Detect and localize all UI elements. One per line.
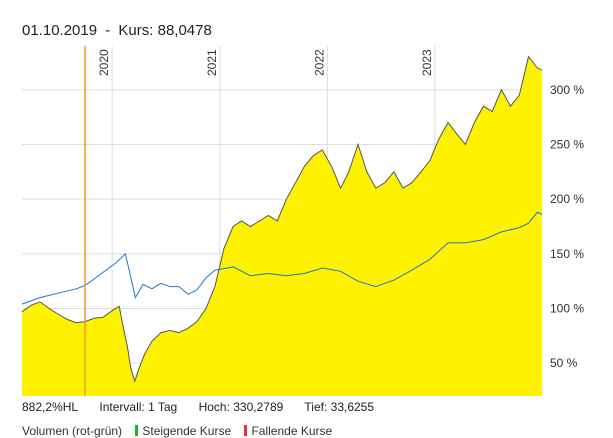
y-tick-label: 100 % xyxy=(550,302,584,316)
x-tick-label: 2020 xyxy=(97,49,111,76)
x-tick-label: 2022 xyxy=(312,49,326,76)
area-layer xyxy=(22,56,542,396)
footer-low: Tief: 33,6255 xyxy=(304,400,375,414)
y-tick-label: 50 % xyxy=(550,356,578,370)
price-line xyxy=(21,55,543,383)
x-tick-label: 2021 xyxy=(205,49,219,76)
y-tick-label: 250 % xyxy=(550,137,584,151)
footer-change: 882,2%HL xyxy=(22,400,79,414)
header-date: 01.10.2019 xyxy=(22,22,98,39)
rising-swatch xyxy=(135,425,139,436)
legend-volume: Volumen (rot-grün) xyxy=(22,424,123,438)
chart-legend: Volumen (rot-grün) Steigende Kurse Falle… xyxy=(22,424,332,438)
header-separator: - xyxy=(105,22,111,39)
header-price: Kurs: 88,0478 xyxy=(118,22,212,39)
footer-high: Hoch: 330,2789 xyxy=(198,400,284,414)
y-tick-label: 300 % xyxy=(550,83,584,97)
axis-layer: 50 % 100 % 150 % 200 % 250 % 300 % 2020 2021 202… xyxy=(97,49,584,370)
benchmark-line xyxy=(21,211,543,305)
x-tick-label: 2023 xyxy=(420,49,434,76)
price-area xyxy=(22,56,542,396)
line-layer xyxy=(21,55,543,383)
chart-header: 01.10.2019 - Kurs: 88,0478 xyxy=(22,22,212,39)
falling-swatch xyxy=(244,425,248,436)
chart-footer: 882,2%HL Intervall: 1 Tag Hoch: 330,2789… xyxy=(22,400,392,414)
y-tick-label: 150 % xyxy=(550,247,584,261)
legend-falling: Fallende Kurse xyxy=(251,424,333,438)
footer-interval: Intervall: 1 Tag xyxy=(99,400,178,414)
y-tick-label: 200 % xyxy=(550,192,584,206)
legend-rising: Steigende Kurse xyxy=(142,424,232,438)
